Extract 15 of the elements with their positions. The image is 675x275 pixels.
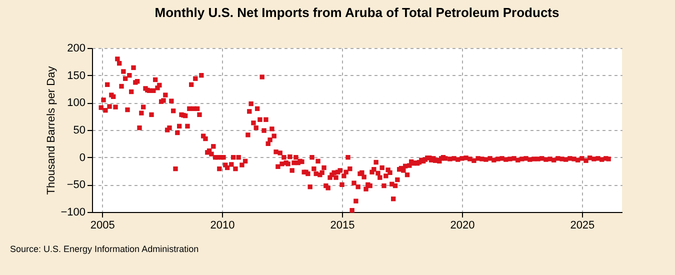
y-tick-label: 100 <box>67 97 86 110</box>
y-tick-label: 50 <box>73 124 86 136</box>
y-tick-label: 150 <box>67 70 86 82</box>
chart-title: Monthly U.S. Net Imports from Aruba of Total Petroleum Products <box>154 5 560 20</box>
y-tick-label: −100 <box>60 206 86 218</box>
x-tick-label: 2020 <box>450 220 475 232</box>
y-tick-label: 0 <box>79 152 86 164</box>
source-note: Source: U.S. Energy Information Administration <box>10 244 199 254</box>
x-tick-label: 2025 <box>570 220 595 232</box>
y-tick-label: 200 <box>67 42 86 54</box>
x-tick-label: 2005 <box>90 220 115 232</box>
x-tick-label: 2010 <box>210 220 235 232</box>
y-tick-label: −50 <box>66 179 86 192</box>
x-tick-label: 2015 <box>330 220 355 232</box>
y-axis-title: Thousand Barrels per Day <box>46 66 58 195</box>
